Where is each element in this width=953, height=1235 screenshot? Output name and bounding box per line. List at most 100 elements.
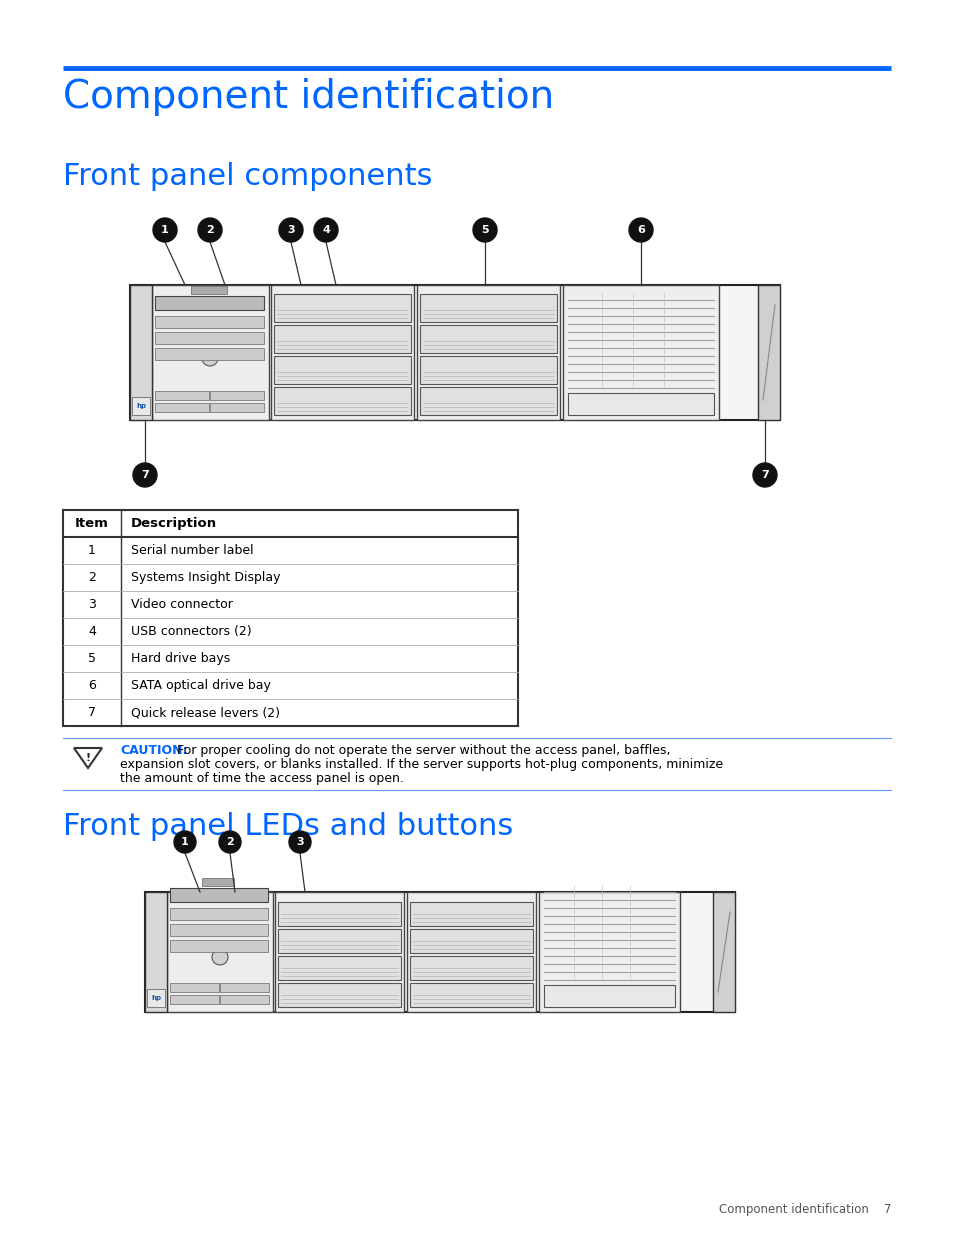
Text: 1: 1 <box>181 837 189 847</box>
Text: the amount of time the access panel is open.: the amount of time the access panel is o… <box>120 772 403 785</box>
Bar <box>152 285 269 420</box>
Circle shape <box>289 831 311 853</box>
Text: Serial number label: Serial number label <box>131 543 253 557</box>
Bar <box>130 285 152 420</box>
Bar <box>145 892 167 1011</box>
Text: 5: 5 <box>480 225 488 235</box>
Text: 5: 5 <box>88 652 96 664</box>
Bar <box>170 983 219 992</box>
Bar <box>274 294 411 322</box>
Bar <box>538 892 679 1011</box>
Circle shape <box>173 831 195 853</box>
Bar <box>154 348 264 359</box>
Text: Front panel components: Front panel components <box>63 162 432 191</box>
Bar <box>274 325 411 353</box>
Circle shape <box>132 463 157 487</box>
Bar <box>210 403 264 412</box>
Text: 7: 7 <box>141 471 149 480</box>
Bar <box>562 285 719 420</box>
Text: 6: 6 <box>637 225 644 235</box>
Bar <box>271 285 414 420</box>
Bar <box>170 908 268 920</box>
Text: 6: 6 <box>88 679 96 692</box>
Bar <box>154 332 264 345</box>
Bar <box>170 924 268 936</box>
Text: 3: 3 <box>88 598 96 611</box>
Text: 2: 2 <box>206 225 213 235</box>
Text: 2: 2 <box>226 837 233 847</box>
Text: Hard drive bays: Hard drive bays <box>131 652 230 664</box>
Bar <box>220 983 269 992</box>
Text: hp: hp <box>151 995 161 1002</box>
Text: Component identification: Component identification <box>63 78 554 116</box>
Bar <box>410 929 533 953</box>
Circle shape <box>198 219 222 242</box>
Circle shape <box>752 463 776 487</box>
Text: 4: 4 <box>322 225 330 235</box>
Text: expansion slot covers, or blanks installed. If the server supports hot-plug comp: expansion slot covers, or blanks install… <box>120 758 722 771</box>
Circle shape <box>202 350 218 366</box>
Bar <box>419 294 557 322</box>
Text: Component identification    7: Component identification 7 <box>718 1203 890 1216</box>
Text: 7: 7 <box>88 706 96 719</box>
Polygon shape <box>74 748 102 768</box>
Bar <box>274 387 411 415</box>
Circle shape <box>219 831 241 853</box>
Bar <box>191 287 227 294</box>
Bar <box>167 892 273 1011</box>
Text: Video connector: Video connector <box>131 598 233 611</box>
Text: Item: Item <box>75 517 109 530</box>
Text: CAUTION:: CAUTION: <box>120 743 188 757</box>
Bar <box>416 285 559 420</box>
Text: SATA optical drive bay: SATA optical drive bay <box>131 679 271 692</box>
Text: 1: 1 <box>88 543 96 557</box>
Bar <box>220 995 269 1004</box>
Bar <box>154 316 264 329</box>
Text: 3: 3 <box>295 837 303 847</box>
Bar <box>170 995 219 1004</box>
Text: hp: hp <box>135 403 146 409</box>
Text: 2: 2 <box>88 571 96 584</box>
Circle shape <box>314 219 337 242</box>
Text: 3: 3 <box>287 225 294 235</box>
Bar <box>712 892 734 1011</box>
Bar <box>130 285 780 420</box>
Circle shape <box>473 219 497 242</box>
Circle shape <box>628 219 652 242</box>
Bar <box>277 902 400 926</box>
Bar <box>410 902 533 926</box>
Bar <box>154 296 264 310</box>
Bar <box>277 956 400 981</box>
Text: 1: 1 <box>161 225 169 235</box>
Circle shape <box>212 948 228 965</box>
Bar <box>410 983 533 1007</box>
Bar <box>132 396 150 415</box>
Text: Quick release levers (2): Quick release levers (2) <box>131 706 280 719</box>
Bar <box>274 356 411 384</box>
Bar <box>277 929 400 953</box>
Bar <box>170 940 268 952</box>
Bar <box>567 393 713 415</box>
Circle shape <box>278 219 303 242</box>
Text: Description: Description <box>131 517 217 530</box>
Text: USB connectors (2): USB connectors (2) <box>131 625 252 638</box>
Bar <box>210 391 264 400</box>
Bar <box>274 892 403 1011</box>
Bar <box>154 391 209 400</box>
Bar <box>277 983 400 1007</box>
Text: For proper cooling do not operate the server without the access panel, baffles,: For proper cooling do not operate the se… <box>177 743 670 757</box>
Bar <box>758 285 780 420</box>
Bar <box>419 387 557 415</box>
Bar <box>154 403 209 412</box>
Bar <box>419 356 557 384</box>
Text: 4: 4 <box>88 625 96 638</box>
Bar <box>170 888 268 902</box>
Text: Front panel LEDs and buttons: Front panel LEDs and buttons <box>63 811 513 841</box>
Bar <box>410 956 533 981</box>
Bar <box>419 325 557 353</box>
Text: 7: 7 <box>760 471 768 480</box>
Bar <box>147 989 165 1007</box>
Bar <box>407 892 536 1011</box>
Bar <box>145 892 734 1011</box>
Text: Systems Insight Display: Systems Insight Display <box>131 571 280 584</box>
